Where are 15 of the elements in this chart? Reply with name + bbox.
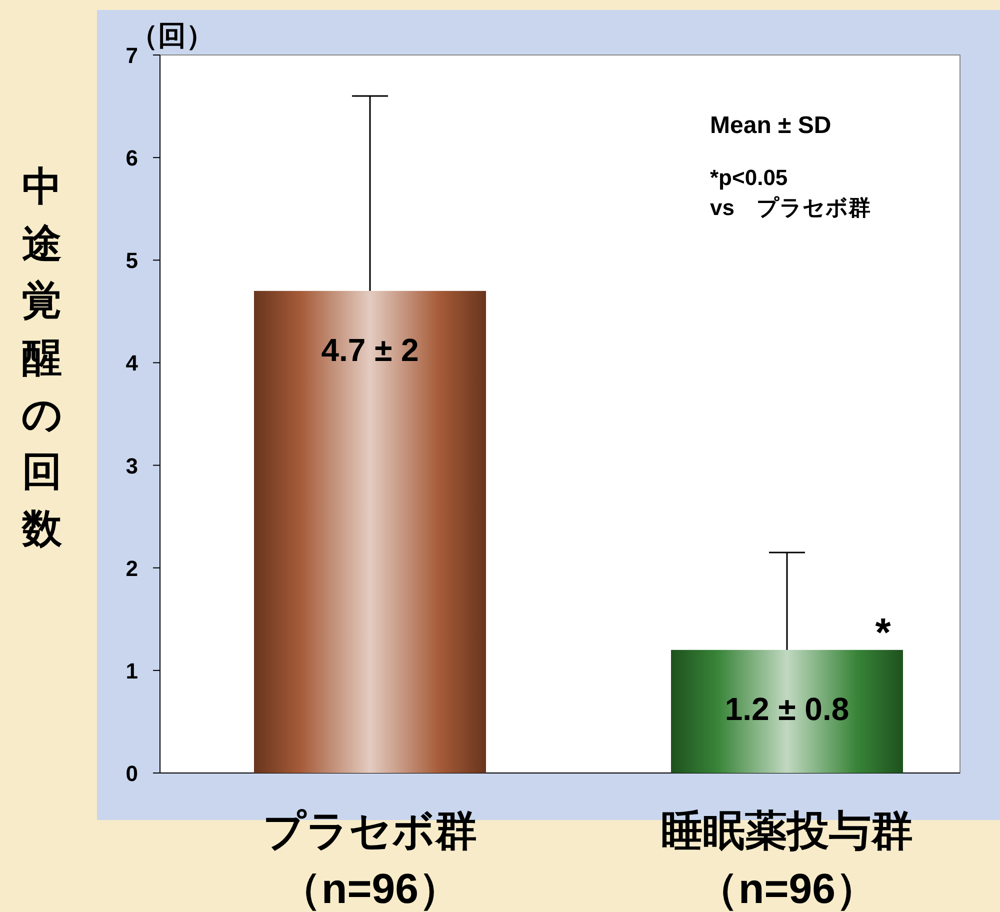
y-tick-label: 5	[126, 248, 138, 274]
y-tick-label: 1	[126, 658, 138, 684]
y-tick-label: 2	[126, 556, 138, 581]
y-tick-label: 3	[126, 453, 138, 478]
y-tick-label: 6	[126, 146, 138, 171]
x-tick-label: プラセボ群（n=96）	[263, 807, 477, 912]
data-label: 4.7 ± 2	[321, 332, 419, 368]
annotation: *	[875, 610, 892, 655]
annotation: Mean ± SD	[710, 112, 832, 139]
y-tick-label: 4	[126, 350, 139, 376]
y-tick-label: 0	[126, 761, 138, 786]
x-tick-label: 睡眠薬投与群（n=96）	[661, 807, 913, 912]
annotation: *p<0.05 vs プラセボ群	[710, 165, 870, 220]
data-label: 1.2 ± 0.8	[724, 690, 850, 727]
y-axis-title: 中途覚醒の回数	[21, 165, 63, 551]
